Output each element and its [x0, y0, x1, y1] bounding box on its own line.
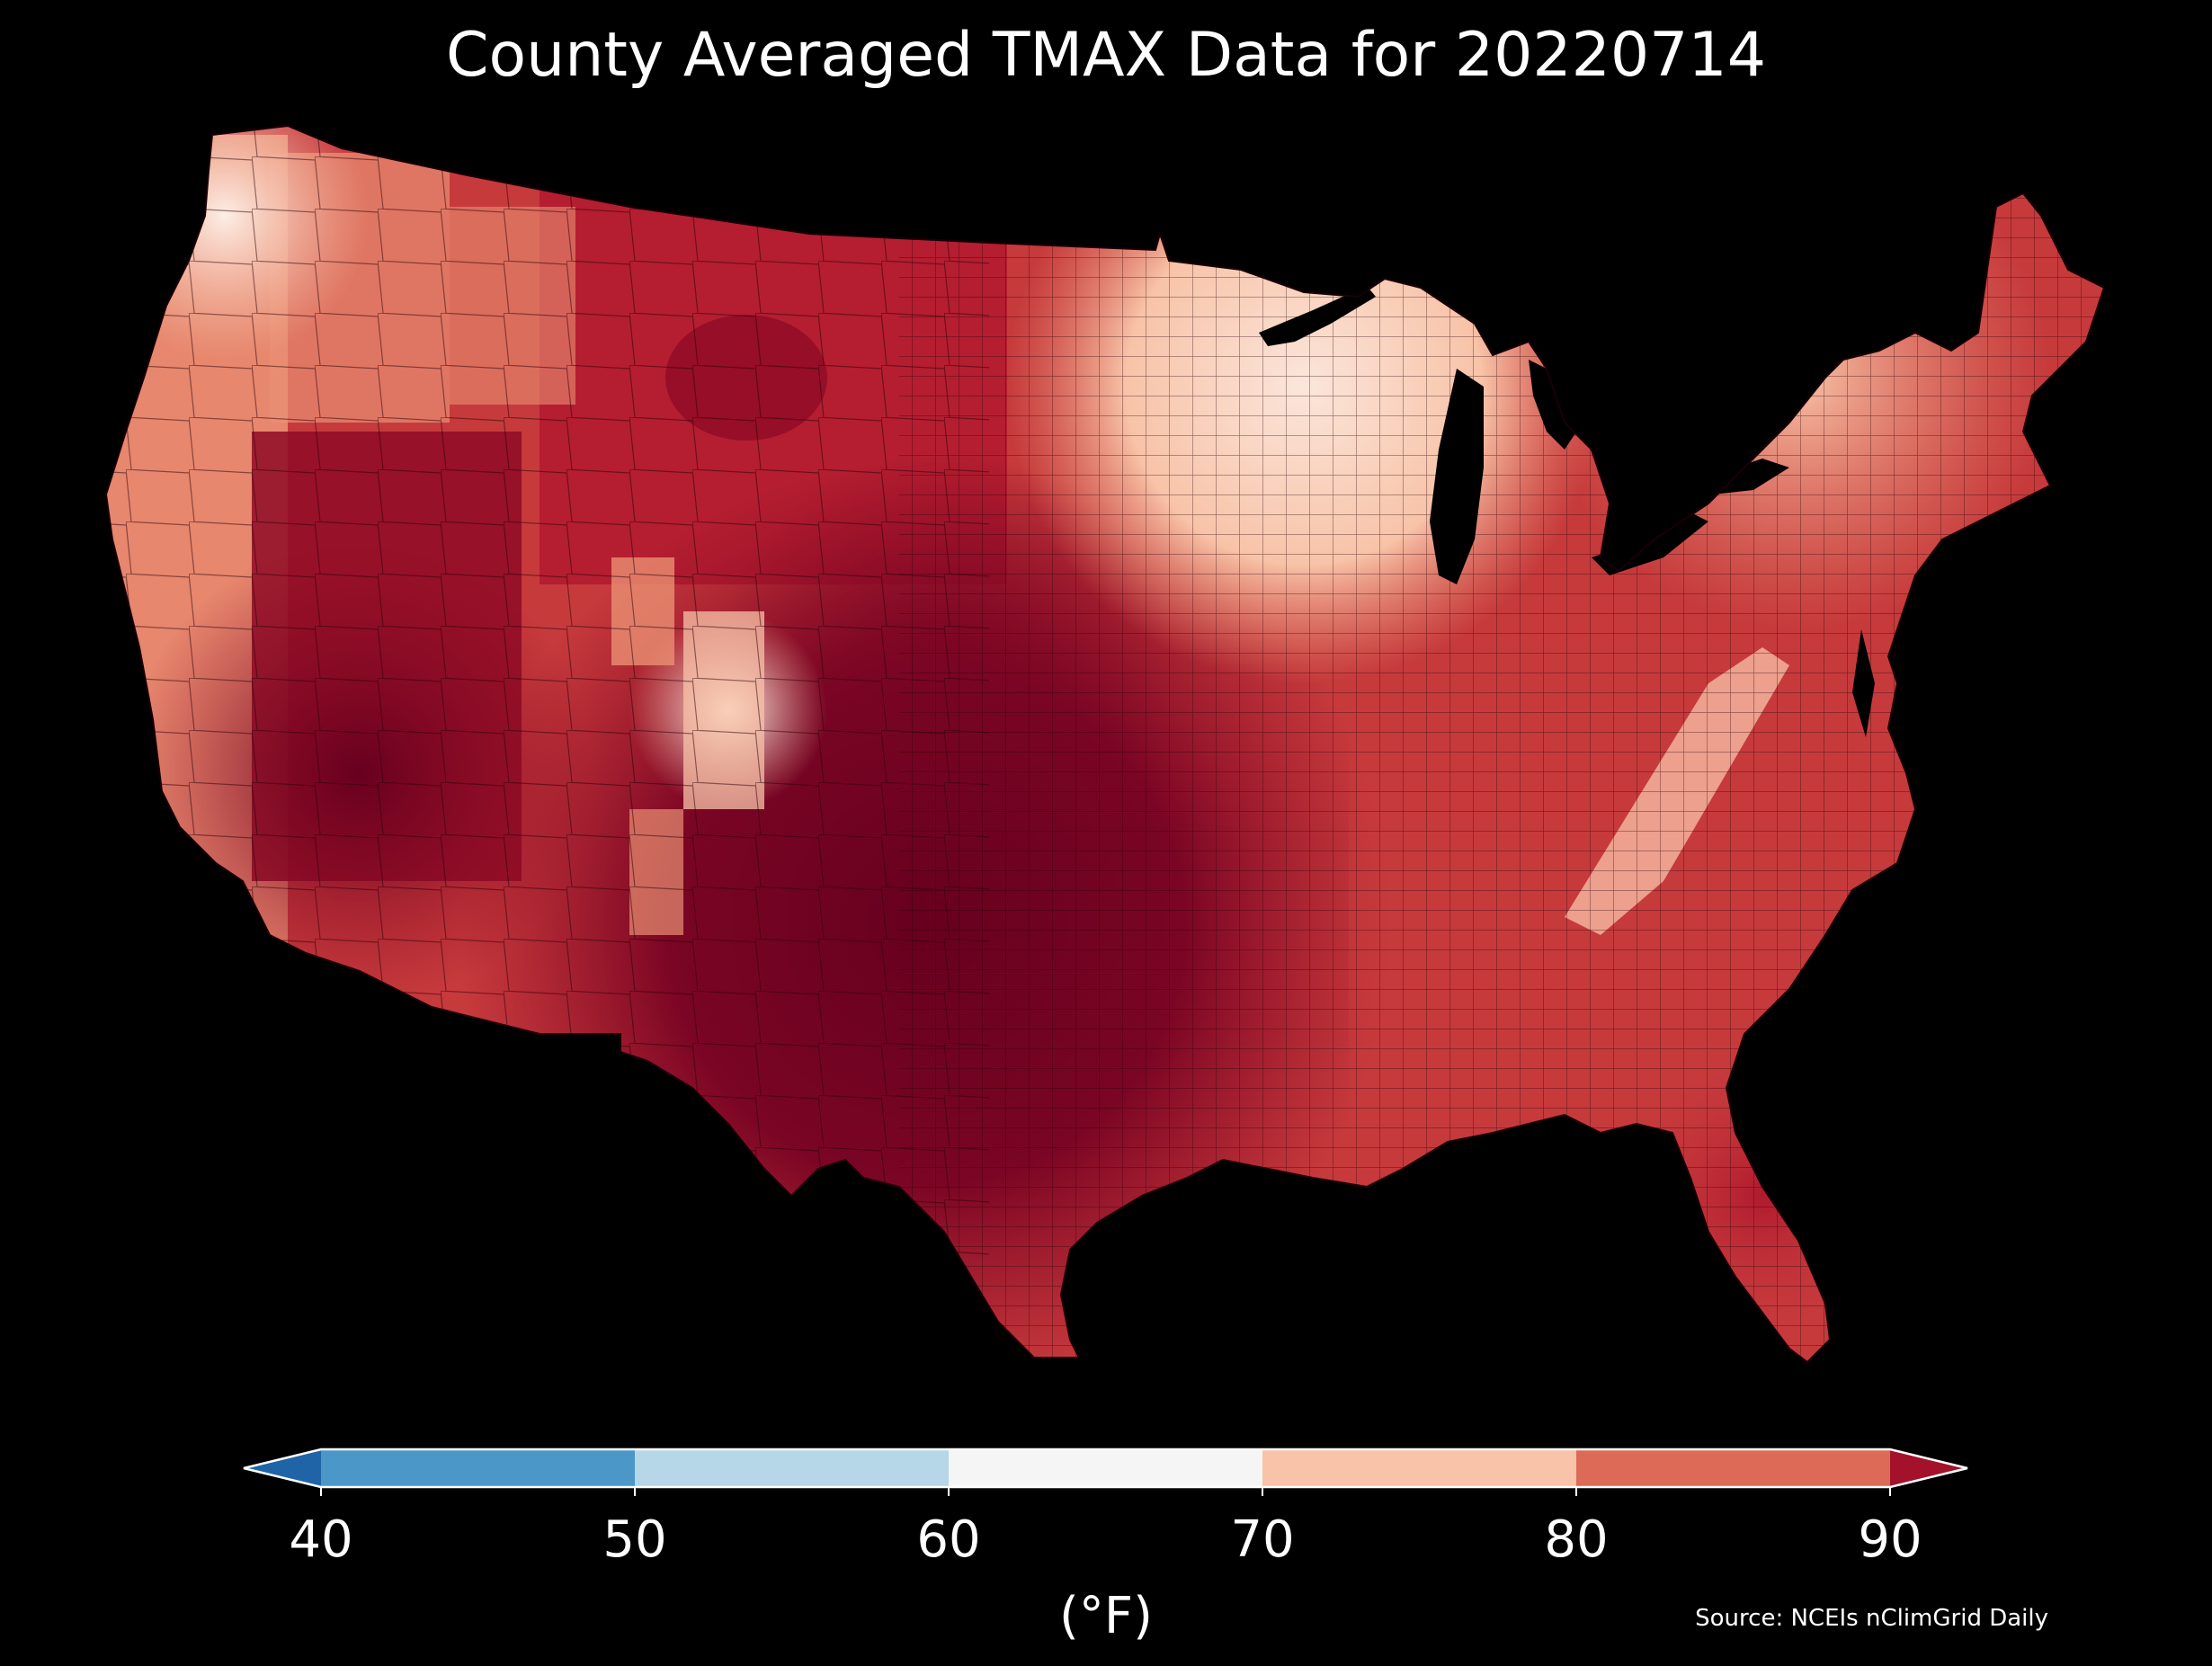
county-fill-layer: [106, 126, 2104, 1362]
colorbar-over-arrow: [1890, 1449, 1967, 1487]
lake-ontario: [1708, 459, 1789, 494]
colorbar-tick-label: 80: [1544, 1510, 1609, 1569]
colorbar-tick-label: 60: [916, 1510, 981, 1569]
colorbar-bin: [635, 1449, 949, 1487]
colorbar-tick-label: 90: [1858, 1510, 1922, 1569]
colorbar-tick-label: 40: [289, 1510, 353, 1569]
colorbar: [243, 1448, 1968, 1496]
lake-superior: [1259, 286, 1376, 346]
us-county-map: [105, 125, 2105, 1363]
colorbar-bin: [321, 1449, 635, 1487]
colorbar-bin: [1576, 1449, 1890, 1487]
colorbar-tick-label: 70: [1230, 1510, 1295, 1569]
lake-michigan: [1430, 369, 1484, 584]
colorbar-unit-label: (°F): [1059, 1587, 1153, 1645]
colorbar-tick-label: 50: [602, 1510, 667, 1569]
colorbar-bin: [949, 1449, 1262, 1487]
colorbar-bin: [1262, 1449, 1576, 1487]
colorbar-under-arrow: [244, 1449, 321, 1487]
map-title: County Averaged TMAX Data for 20220714: [446, 20, 1766, 91]
chesapeake-bay: [1852, 629, 1875, 737]
source-credit: Source: NCEIs nClimGrid Daily: [1695, 1605, 2048, 1632]
